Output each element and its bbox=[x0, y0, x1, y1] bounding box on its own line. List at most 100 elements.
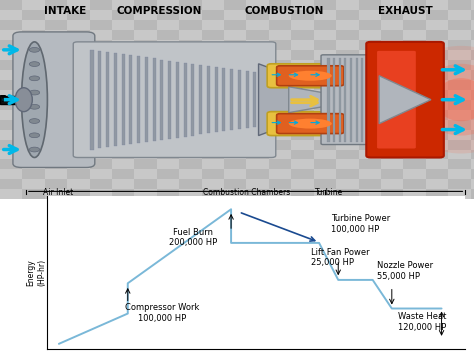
Bar bbox=[403, 10, 426, 20]
Bar bbox=[471, 60, 474, 70]
Bar bbox=[0, 110, 22, 120]
Bar bbox=[292, 50, 314, 60]
Bar bbox=[90, 40, 112, 50]
Bar bbox=[381, 30, 403, 40]
Bar bbox=[403, 100, 426, 110]
Bar bbox=[292, 60, 314, 70]
Bar bbox=[448, 40, 471, 50]
Bar bbox=[201, 140, 224, 150]
Bar bbox=[201, 30, 224, 40]
Bar bbox=[246, 169, 269, 179]
Bar bbox=[426, 150, 448, 159]
Bar bbox=[403, 169, 426, 179]
Bar bbox=[179, 159, 201, 169]
Bar bbox=[246, 130, 269, 140]
Bar bbox=[224, 60, 246, 70]
Bar bbox=[201, 80, 224, 90]
Text: COMBUSTION: COMBUSTION bbox=[245, 6, 324, 16]
Bar bbox=[157, 130, 179, 140]
Bar bbox=[230, 69, 233, 130]
Bar bbox=[356, 58, 358, 142]
Bar bbox=[45, 130, 67, 140]
Bar bbox=[135, 60, 157, 70]
Bar bbox=[269, 110, 292, 120]
Bar bbox=[269, 130, 292, 140]
Bar bbox=[292, 30, 314, 40]
Bar bbox=[224, 10, 246, 20]
Bar bbox=[135, 0, 157, 10]
Circle shape bbox=[29, 90, 40, 95]
Bar bbox=[358, 159, 381, 169]
Bar bbox=[471, 110, 474, 120]
Bar bbox=[358, 120, 381, 130]
Bar bbox=[471, 40, 474, 50]
Bar bbox=[0, 30, 22, 40]
Bar bbox=[269, 20, 292, 30]
Bar bbox=[426, 70, 448, 80]
Bar bbox=[403, 30, 426, 40]
Bar bbox=[112, 90, 135, 100]
Bar bbox=[90, 169, 112, 179]
Bar bbox=[292, 110, 314, 120]
Bar bbox=[269, 70, 292, 80]
Bar bbox=[224, 130, 246, 140]
Circle shape bbox=[29, 119, 40, 124]
Bar bbox=[336, 150, 358, 159]
Ellipse shape bbox=[15, 88, 32, 112]
Bar bbox=[381, 80, 403, 90]
Bar bbox=[90, 50, 112, 60]
Bar bbox=[45, 10, 67, 20]
Bar bbox=[448, 120, 471, 130]
Bar bbox=[224, 50, 246, 60]
Bar bbox=[90, 10, 112, 20]
Bar bbox=[358, 110, 381, 120]
Bar bbox=[471, 20, 474, 30]
Bar bbox=[157, 30, 179, 40]
Bar bbox=[135, 189, 157, 199]
Bar bbox=[45, 120, 67, 130]
Bar bbox=[215, 67, 218, 132]
Bar bbox=[448, 30, 471, 40]
Bar bbox=[201, 20, 224, 30]
Bar bbox=[0, 159, 22, 169]
Bar bbox=[336, 30, 358, 40]
Bar bbox=[183, 63, 187, 137]
Bar bbox=[157, 169, 179, 179]
Bar bbox=[358, 10, 381, 20]
Bar bbox=[157, 10, 179, 20]
Bar bbox=[403, 50, 426, 60]
Bar bbox=[426, 50, 448, 60]
Bar bbox=[112, 80, 135, 90]
Bar bbox=[201, 120, 224, 130]
Polygon shape bbox=[379, 76, 431, 124]
Bar bbox=[145, 57, 148, 142]
Bar bbox=[179, 110, 201, 120]
Bar bbox=[67, 30, 90, 40]
Bar bbox=[426, 159, 448, 169]
Bar bbox=[269, 189, 292, 199]
Bar bbox=[22, 20, 45, 30]
Bar bbox=[471, 140, 474, 150]
Bar bbox=[157, 50, 179, 60]
FancyBboxPatch shape bbox=[321, 55, 377, 145]
Bar bbox=[448, 130, 471, 140]
Bar bbox=[129, 55, 132, 144]
Bar bbox=[112, 100, 135, 110]
Bar bbox=[448, 140, 471, 150]
Bar bbox=[135, 130, 157, 140]
Bar bbox=[269, 179, 292, 189]
Ellipse shape bbox=[418, 64, 474, 136]
Bar bbox=[261, 74, 264, 126]
Bar bbox=[426, 110, 448, 120]
Bar bbox=[179, 10, 201, 20]
Bar bbox=[0, 169, 22, 179]
Bar bbox=[292, 100, 314, 110]
Bar bbox=[179, 60, 201, 70]
Bar bbox=[381, 130, 403, 140]
Bar bbox=[22, 80, 45, 90]
Bar bbox=[157, 80, 179, 90]
Bar bbox=[269, 140, 292, 150]
Bar bbox=[179, 150, 201, 159]
Bar bbox=[157, 110, 179, 120]
Bar bbox=[22, 169, 45, 179]
